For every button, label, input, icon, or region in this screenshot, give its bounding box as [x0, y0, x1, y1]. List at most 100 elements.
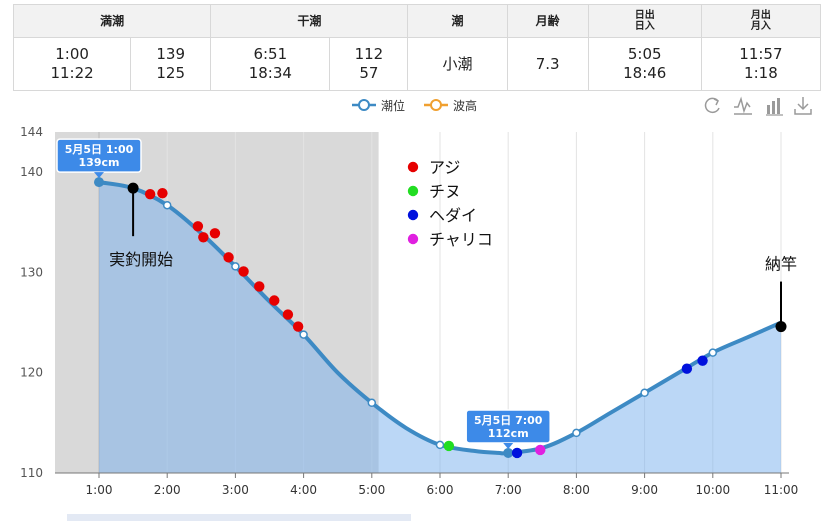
high-tide-time-1: 1:00 — [55, 45, 89, 63]
refresh-icon[interactable] — [704, 97, 720, 114]
tide-point-marker — [162, 200, 172, 210]
bar-chart-bar — [777, 98, 780, 114]
line-chart-stroke — [734, 96, 751, 114]
download-icon[interactable] — [794, 97, 812, 115]
event-label: 実釣開始 — [109, 250, 173, 269]
header-high-tide: 満潮 — [12, 4, 212, 38]
y-tick-label: 140 — [20, 165, 43, 179]
catch-dot — [681, 363, 693, 374]
tide-table: 満潮 干潮 潮 月齢 日出 日入 月出 月入 1:00 11:22 139 12… — [12, 4, 822, 91]
high-tide-times: 1:00 11:22 — [12, 37, 132, 91]
catch-dot — [198, 232, 209, 243]
catch-dot — [535, 444, 546, 456]
tide-chart: 1:00 2:00 3:00 4:00 5:00 6:00 7:00 8:00 9:00 10:0… — [20, 96, 812, 497]
low-tide-level-2: 57 — [359, 64, 379, 82]
bar-chart-bar — [772, 101, 775, 114]
tide-table-header-row: 満潮 干潮 潮 月齢 日出 日入 月出 月入 — [12, 4, 822, 38]
x-tick-label: 8:00 — [563, 483, 590, 497]
bar-chart-bar — [767, 105, 770, 114]
legend-wave-label: 波高 — [453, 98, 477, 113]
tooltip-title: 5月5日 1:00 — [65, 143, 134, 156]
y-tick-label: 110 — [20, 466, 43, 480]
fish-legend-dot — [407, 185, 419, 197]
fish-legend-dot — [407, 233, 419, 245]
chart-axes: 1:00 2:00 3:00 4:00 5:00 6:00 7:00 8:00 9:00 10:0… — [20, 125, 798, 497]
download-head — [797, 103, 809, 111]
high-tide-level-1: 139 — [156, 45, 185, 63]
catch-dot — [144, 188, 156, 200]
header-tide-type: 潮 — [407, 4, 508, 38]
low-tide-time-1: 6:51 — [253, 45, 288, 63]
x-tick-label: 7:00 — [495, 483, 522, 497]
tide-point-marker — [231, 262, 240, 271]
tide-point-marker — [367, 398, 377, 408]
catch-dot — [282, 309, 294, 320]
fish-legend-label: チヌ — [429, 182, 461, 201]
x-tick-label: 2:00 — [154, 483, 181, 497]
legend-tide-label: 潮位 — [381, 98, 405, 113]
moonrise-time: 11:57 — [739, 45, 783, 63]
x-tick-label: 4:00 — [290, 483, 317, 497]
range-slider-track[interactable] — [67, 514, 411, 521]
header-sunrise: 日出 — [634, 10, 655, 21]
line-chart-icon[interactable] — [734, 96, 752, 115]
sunrise-time: 5:05 — [627, 45, 662, 63]
catch-dot — [209, 228, 221, 239]
sunset-time: 18:46 — [623, 64, 667, 82]
x-tick-label: 1:00 — [86, 483, 113, 497]
bar-chart-icon[interactable] — [766, 98, 783, 116]
refresh-arc — [704, 97, 720, 114]
x-tick-label: 9:00 — [631, 483, 658, 497]
header-moon: 月出 月入 — [700, 4, 822, 38]
tide-point-marker — [572, 428, 581, 438]
header-sunset: 日入 — [634, 21, 655, 32]
low-tide-time-2: 18:34 — [248, 64, 292, 82]
x-tick-label: 10:00 — [696, 483, 731, 497]
header-low-tide: 干潮 — [210, 4, 409, 38]
refresh-arrow — [713, 98, 720, 106]
tide-point-marker — [640, 388, 649, 398]
tide-point-marker — [435, 440, 445, 450]
catch-dot — [697, 355, 708, 366]
y-tick-label: 130 — [20, 265, 43, 279]
tide-point-marker — [299, 330, 308, 339]
tide-table-data-row: 1:00 11:22 139 125 6:51 18:34 112 57 小潮 … — [12, 37, 822, 91]
x-tick-label: 3:00 — [222, 483, 249, 497]
catch-dot — [511, 447, 523, 459]
tooltip-pointer — [503, 442, 514, 449]
legend-tide-swatch-marker — [358, 99, 370, 111]
moon-times: 11:57 1:18 — [700, 37, 822, 91]
tooltip-anchor-point — [94, 177, 104, 188]
tooltip-title: 5月5日 7:00 — [474, 414, 543, 427]
high-tide-level-2: 125 — [156, 64, 185, 82]
x-tick-label: 11:00 — [764, 483, 799, 497]
fish-legend-dot — [407, 161, 419, 173]
catch-dot — [443, 440, 455, 452]
catch-dot — [223, 252, 234, 263]
x-tick-label: 5:00 — [358, 483, 385, 497]
moonset-time: 1:18 — [744, 64, 778, 82]
download-tray — [794, 109, 812, 115]
tide-area-fill — [99, 182, 781, 473]
header-moonset: 月入 — [750, 21, 771, 32]
high-tide-levels: 139 125 — [130, 37, 212, 91]
catch-dot — [292, 321, 304, 332]
tooltip-value: 139cm — [79, 156, 120, 169]
header-sun: 日出 日入 — [587, 4, 702, 38]
event-point — [127, 182, 139, 194]
event-label: 納竿 — [765, 255, 797, 274]
fish-legend-label: チャリコ — [429, 230, 493, 249]
low-tide-levels: 112 57 — [329, 37, 409, 91]
tooltip-pointer — [94, 172, 104, 179]
legend-wave-swatch-marker — [430, 99, 442, 111]
fish-legend-label: アジ — [429, 158, 460, 177]
event-point — [775, 321, 787, 333]
fish-legend-dot — [407, 209, 419, 221]
tide-level-line — [98, 180, 782, 456]
chart-toolbar — [704, 96, 812, 116]
chart-area — [98, 180, 782, 473]
catch-dot — [192, 221, 204, 232]
high-tide-time-2: 11:22 — [50, 64, 94, 82]
